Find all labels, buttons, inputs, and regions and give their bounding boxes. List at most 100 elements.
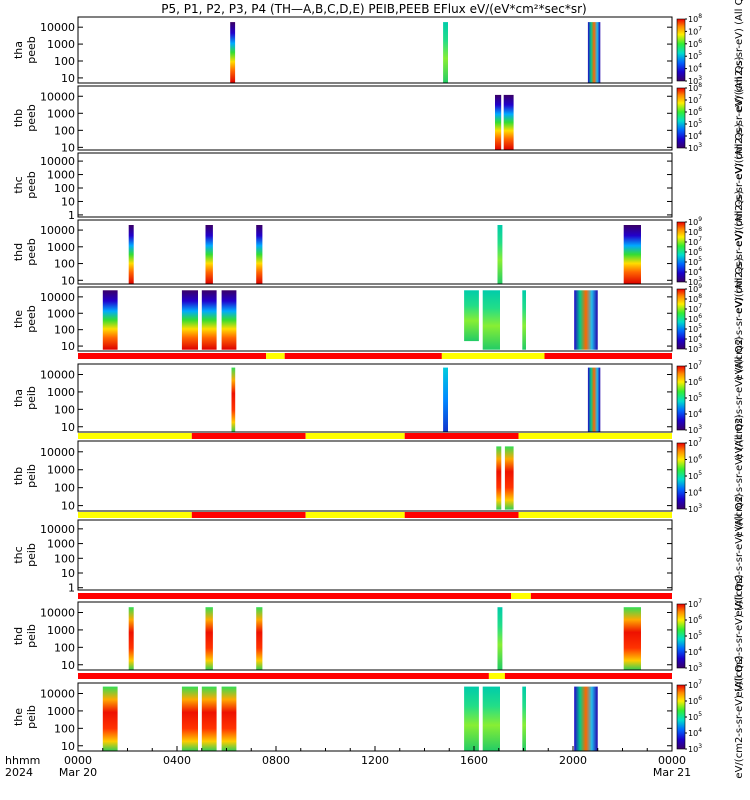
mode-segment-3-2 bbox=[530, 593, 672, 599]
burst-thb-peib-1 bbox=[504, 446, 514, 510]
panel-frame-tha-peib bbox=[77, 363, 673, 433]
ytick-label-thb-peeb-3: 10000 bbox=[40, 90, 75, 103]
burst-the-peib-1 bbox=[181, 686, 198, 751]
panel-label-2-the-peib: peib bbox=[25, 705, 38, 729]
ytick-label-thd-peib-0: 10 bbox=[61, 659, 75, 672]
x-prefix-top: hhmm bbox=[5, 754, 40, 767]
colorbar-label-the-peeb-3: 103 bbox=[688, 343, 702, 354]
panel-label-2-the-peeb: peeb bbox=[25, 305, 38, 333]
burst-the-peib-5 bbox=[482, 686, 500, 751]
colorbar-label-thb-peib-4: 104 bbox=[688, 487, 702, 498]
x-prefix-bottom: 2024 bbox=[5, 766, 33, 779]
colorbar-the-peeb bbox=[676, 288, 686, 350]
colorbar-label-thd-peeb-6: 106 bbox=[688, 246, 702, 257]
chart-title: P5, P1, P2, P3, P4 (TH—A,B,C,D,E) PEIB,P… bbox=[161, 2, 586, 16]
burst-the-peeb-0 bbox=[102, 290, 118, 350]
panel-frame-thb-peeb bbox=[77, 85, 673, 151]
burst-the-peeb-6 bbox=[522, 290, 526, 350]
ytick-label-thc-peib-0: 1 bbox=[68, 582, 75, 595]
panel-label-1-the-peib: the bbox=[12, 708, 25, 726]
ytick-label-thc-peib-3: 1000 bbox=[47, 538, 75, 551]
colorbar-label-the-peeb-4: 104 bbox=[688, 333, 702, 344]
xtick-sublabel-0: Mar 20 bbox=[59, 766, 97, 779]
burst-tha-peeb-1 bbox=[443, 22, 448, 84]
colorbar-title-thd-peib: eV/(cm2-s-sr-eV) (All Qs) bbox=[734, 574, 745, 697]
burst-the-peib-2 bbox=[201, 686, 217, 751]
panel-label-2-thc-peeb: peeb bbox=[25, 171, 38, 199]
colorbar-label-thd-peeb-7: 107 bbox=[688, 236, 702, 247]
xtick-label-4: 1600 bbox=[460, 754, 488, 767]
colorbar-label-thb-peeb-7: 107 bbox=[688, 94, 702, 105]
mode-segment-4-1 bbox=[488, 673, 505, 679]
colorbar-label-tha-peeb-3: 103 bbox=[688, 75, 702, 86]
mode-segment-0-1 bbox=[266, 353, 285, 359]
burst-tha-peib-2 bbox=[587, 367, 601, 432]
mode-bar-thb-peib bbox=[78, 512, 672, 518]
ytick-label-thb-peib-0: 10 bbox=[61, 500, 75, 513]
colorbar-title-tha-peeb: eV/(cm2-s-sr-eV) (All Qs) bbox=[734, 0, 745, 112]
ytick-label-thd-peeb-1: 100 bbox=[54, 258, 75, 271]
xtick-label-6: 0000 bbox=[658, 754, 686, 767]
colorbar-label-the-peib-5: 105 bbox=[688, 711, 702, 722]
burst-the-peeb-4 bbox=[464, 290, 479, 342]
colorbar-label-tha-peeb-8: 108 bbox=[688, 13, 702, 24]
mode-bar-tha-peib bbox=[78, 433, 672, 439]
mode-segment-3-1 bbox=[511, 593, 531, 599]
colorbar-label-tha-peib-4: 104 bbox=[688, 408, 702, 419]
ytick-label-thc-peeb-2: 100 bbox=[54, 182, 75, 195]
colorbar-title-tha-peib: eV/(cm2-s-sr-eV) (All Qs) bbox=[734, 336, 745, 459]
burst-tha-peeb-0 bbox=[230, 22, 236, 84]
panel-label-1-the-peeb: the bbox=[12, 310, 25, 328]
ytick-label-thc-peeb-3: 1000 bbox=[47, 169, 75, 182]
burst-thd-peib-0 bbox=[128, 607, 134, 670]
colorbar-label-thb-peeb-3: 103 bbox=[688, 142, 702, 153]
ytick-label-tha-peeb-3: 10000 bbox=[40, 21, 75, 34]
colorbar-label-the-peib-6: 106 bbox=[688, 695, 702, 706]
burst-the-peeb-3 bbox=[221, 290, 237, 350]
colorbar-label-thd-peib-7: 107 bbox=[688, 598, 702, 609]
xtick-label-0: 0000 bbox=[64, 754, 92, 767]
burst-tha-peeb-2 bbox=[587, 22, 601, 84]
colorbar-the-peib bbox=[676, 684, 686, 750]
burst-thd-peeb-1 bbox=[205, 225, 213, 284]
colorbar-label-the-peeb-5: 105 bbox=[688, 323, 702, 334]
panel-frame-thc-peib bbox=[77, 519, 673, 591]
ytick-label-thd-peeb-0: 10 bbox=[61, 274, 75, 287]
mode-bar-thc-peib bbox=[78, 593, 672, 599]
ytick-label-the-peib-3: 10000 bbox=[40, 687, 75, 700]
ytick-label-thd-peeb-3: 10000 bbox=[40, 224, 75, 237]
burst-thd-peeb-2 bbox=[256, 225, 263, 284]
panel-label-2-tha-peeb: peeb bbox=[25, 36, 38, 64]
colorbar-thb-peib bbox=[676, 442, 686, 510]
mode-segment-2-4 bbox=[518, 512, 672, 518]
panel-label-2-thc-peib: peib bbox=[25, 543, 38, 567]
burst-thd-peib-2 bbox=[256, 607, 263, 670]
colorbar-label-tha-peib-7: 107 bbox=[688, 360, 702, 371]
ytick-label-thd-peib-2: 1000 bbox=[47, 624, 75, 637]
mode-segment-2-2 bbox=[305, 512, 405, 518]
colorbar-tha-peeb bbox=[676, 18, 686, 82]
colorbar-thd-peib bbox=[676, 603, 686, 669]
ytick-label-the-peeb-1: 100 bbox=[54, 324, 75, 337]
burst-the-peeb-2 bbox=[201, 290, 217, 350]
colorbar-label-thd-peib-4: 104 bbox=[688, 646, 702, 657]
colorbar-thb-peeb bbox=[676, 87, 686, 149]
ytick-label-thc-peib-2: 100 bbox=[54, 552, 75, 565]
ytick-label-tha-peeb-1: 100 bbox=[54, 55, 75, 68]
burst-the-peib-3 bbox=[221, 686, 237, 751]
panel-label-2-thb-peib: peib bbox=[25, 464, 38, 488]
colorbar-label-thd-peeb-9: 109 bbox=[688, 216, 702, 227]
ytick-label-thb-peeb-2: 1000 bbox=[47, 107, 75, 120]
panel-label-1-tha-peib: tha bbox=[12, 389, 25, 407]
colorbar-label-thd-peib-5: 105 bbox=[688, 630, 702, 641]
burst-thd-peeb-3 bbox=[497, 225, 503, 284]
ytick-label-the-peib-1: 100 bbox=[54, 722, 75, 735]
mode-segment-1-2 bbox=[305, 433, 405, 439]
